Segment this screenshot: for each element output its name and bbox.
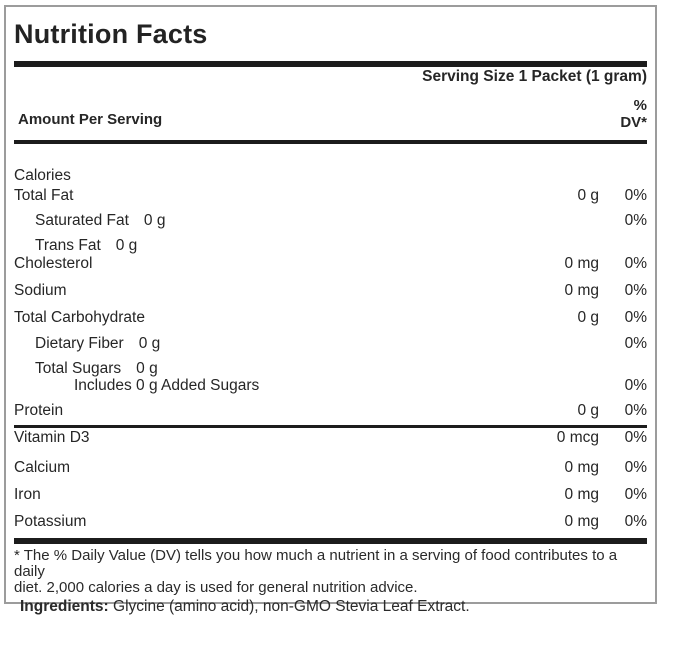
nutrient-daily-value: 0% [624,282,647,299]
nutrient-amount: 0 g [577,187,599,204]
nutrient-inline-amount: 0 g [143,212,166,229]
nutrition-facts-panel: Nutrition Facts Serving Size 1 Packet (1… [4,5,657,604]
nutrient-label: Calcium [14,459,70,476]
nutrient-daily-value: 0% [624,309,647,326]
nutrient-inline-amount: 0 g [136,360,158,377]
daily-value-header-line2: DV* [620,114,647,131]
daily-value-header-line1: % [633,97,647,114]
daily-value-footnote: * The % Daily Value (DV) tells you how m… [14,548,647,596]
nutrient-rows: Calories Total Fat 0 g 0% Saturated Fat 0 g 0%… [14,168,647,530]
nutrient-label: Protein [14,402,64,419]
divider-thick-bottom [14,538,647,544]
nutrient-row: Total Carbohydrate 0 g 0% [14,310,647,326]
footnote-line1: * The % Daily Value (DV) tells you how m… [14,547,618,580]
nutrient-amount: 0 g [577,309,599,326]
nutrient-row: Calcium 0 mg 0% [14,460,647,476]
nutrient-label: Saturated Fat [35,212,129,229]
nutrient-row: Total Sugars 0 g [14,361,647,377]
nutrient-daily-value: 0% [624,377,647,394]
nutrient-daily-value: 0% [624,513,647,530]
nutrient-row: Vitamin D3 0 mcg 0% [14,430,647,446]
ingredients-line: Ingredients: Glycine (amino acid), non-G… [20,598,470,615]
nutrient-label: Dietary Fiber [35,335,124,352]
column-header: Amount Per Serving % DV* [14,97,647,133]
nutrient-amount: 0 g [577,402,599,419]
nutrient-row: Includes 0 g Added Sugars 0% [14,378,647,394]
nutrient-label: Includes 0 g Added Sugars [74,377,260,394]
divider-medium-header [14,140,647,144]
nutrient-label: Vitamin D3 [14,429,90,446]
nutrient-label: Total Carbohydrate [14,309,145,326]
amount-per-serving-label: Amount Per Serving [18,111,163,128]
nutrient-daily-value: 0% [624,459,647,476]
nutrient-inline-amount: 0 g [115,237,138,254]
nutrient-inline-amount: 0 g [138,335,161,352]
nutrient-amount: 0 mg [564,255,599,272]
nutrient-label: Iron [14,486,41,503]
daily-value-header: % DV* [620,97,647,131]
nutrient-label: Potassium [14,513,87,530]
nutrient-row: Protein 0 g 0% [14,403,647,419]
nutrient-label: Sodium [14,282,67,299]
serving-size: Serving Size 1 Packet (1 gram) [422,68,647,85]
nutrient-row: Sodium 0 mg 0% [14,283,647,299]
nutrient-row: Cholesterol 0 mg 0% [14,256,647,272]
nutrient-row: Total Fat 0 g 0% [14,188,647,204]
divider-thick-top [14,61,647,67]
nutrient-label: Total Sugars [35,360,122,377]
nutrient-amount: 0 mcg [556,429,599,446]
nutrient-row: Dietary Fiber 0 g 0% [14,336,647,352]
nutrient-amount: 0 mg [564,513,599,530]
nutrient-daily-value: 0% [624,402,647,419]
nutrient-daily-value: 0% [624,255,647,272]
nutrient-row: Calories [14,168,647,184]
nutrient-row: Iron 0 mg 0% [14,487,647,503]
nutrient-amount: 0 mg [564,459,599,476]
nutrient-daily-value: 0% [624,335,647,352]
nutrient-label: Total Fat [14,187,74,204]
nutrient-daily-value: 0% [624,187,647,204]
nutrient-daily-value: 0% [624,486,647,503]
nutrient-daily-value: 0% [624,429,647,446]
nutrient-row: Trans Fat 0 g [14,238,647,254]
nutrient-amount: 0 mg [564,282,599,299]
nutrient-daily-value: 0% [624,212,647,229]
ingredients-text: Glycine (amino acid), non-GMO Stevia Lea… [108,598,470,615]
footnote-line2: diet. 2,000 calories a day is used for g… [14,579,418,596]
nutrient-row: Potassium 0 mg 0% [14,514,647,530]
nutrient-amount: 0 mg [564,486,599,503]
nutrient-label: Trans Fat [35,237,101,254]
nutrient-label: Cholesterol [14,255,93,272]
divider-thin-protein [14,425,647,428]
panel-title: Nutrition Facts [14,19,208,49]
ingredients-label: Ingredients: [20,598,109,615]
nutrient-row: Saturated Fat 0 g 0% [14,213,647,229]
nutrient-label: Calories [14,167,71,184]
